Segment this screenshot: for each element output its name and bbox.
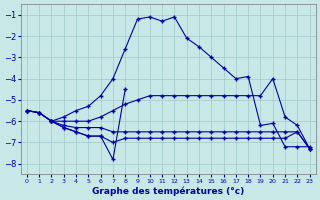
X-axis label: Graphe des températures (°c): Graphe des températures (°c) [92,186,244,196]
